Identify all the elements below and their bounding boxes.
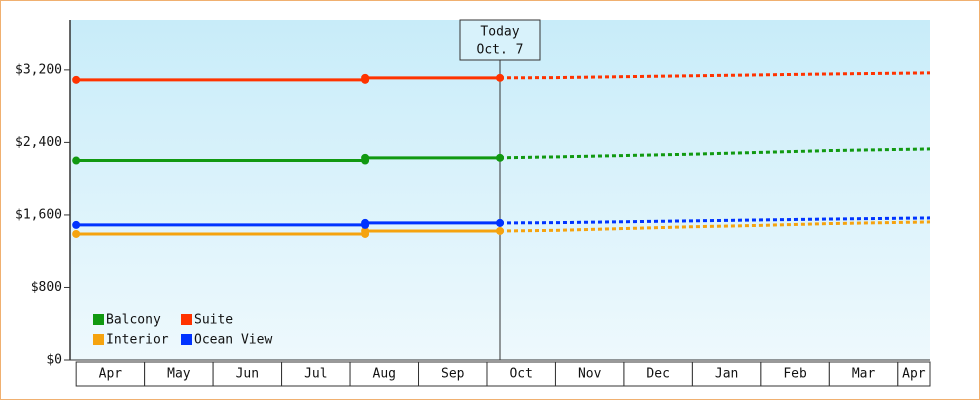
legend-swatch	[93, 314, 104, 325]
month-box	[75, 361, 146, 387]
month-box	[897, 361, 931, 387]
point	[496, 153, 504, 162]
today-box	[459, 19, 541, 61]
legend-label: Suite	[194, 313, 233, 328]
x-tick-label: Apr	[99, 367, 123, 382]
forecast-line	[499, 216, 931, 225]
legend-swatch	[181, 334, 192, 345]
y-tick-label: $2,400	[15, 135, 62, 150]
point	[361, 153, 370, 162]
y-tick-label: $1,600	[15, 207, 62, 222]
today-label: Oct. 7	[477, 43, 524, 58]
month-box	[486, 361, 556, 387]
legend-label: Balcony	[106, 313, 161, 328]
point	[361, 226, 370, 235]
month-box	[623, 361, 693, 387]
month-box	[349, 361, 420, 387]
month-box	[144, 361, 214, 387]
point	[496, 226, 504, 235]
point	[72, 156, 81, 165]
forecast-line	[499, 147, 931, 160]
month-box	[281, 361, 351, 387]
month-box	[691, 361, 762, 387]
x-tick-label: Apr	[902, 367, 926, 382]
month-box	[828, 361, 899, 387]
x-tick-label: Feb	[783, 367, 807, 382]
x-tick-label: Nov	[578, 367, 602, 382]
x-tick-label: Dec	[646, 367, 669, 382]
legend-label: Interior	[106, 333, 169, 348]
point	[72, 75, 81, 84]
forecast-line	[499, 71, 931, 80]
month-box	[554, 361, 625, 387]
legend-swatch	[93, 334, 104, 345]
today-label: Today	[480, 25, 519, 40]
legend-swatch	[181, 314, 192, 325]
point	[361, 73, 370, 82]
month-box	[418, 361, 488, 387]
x-tick-label: Sep	[441, 367, 465, 382]
x-tick-label: Oct	[509, 367, 532, 382]
x-tick-label: Aug	[373, 367, 396, 382]
point	[72, 220, 81, 229]
x-tick-label: Jul	[304, 367, 327, 382]
y-tick-label: $3,200	[15, 62, 62, 77]
month-box	[212, 361, 283, 387]
x-tick-label: Jan	[715, 367, 738, 382]
x-tick-label: Jun	[236, 367, 259, 382]
y-tick-label: $0	[46, 353, 62, 368]
y-tick-label: $800	[31, 280, 62, 295]
x-tick-label: May	[167, 367, 191, 382]
point	[361, 218, 370, 227]
point	[72, 229, 81, 238]
legend-label: Ocean View	[194, 333, 272, 348]
point	[496, 73, 504, 82]
forecast-line	[499, 220, 931, 233]
x-tick-label: Mar	[852, 367, 876, 382]
point	[496, 218, 504, 227]
